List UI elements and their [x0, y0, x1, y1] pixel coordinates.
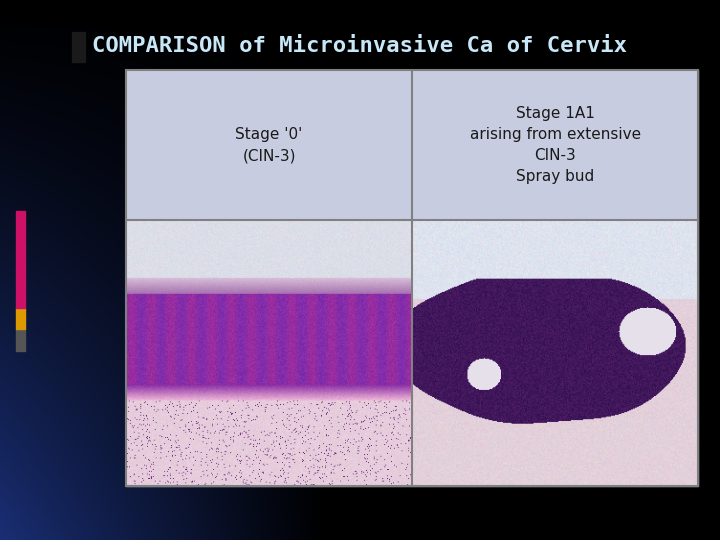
Bar	[126, 220, 698, 486]
Bar	[126, 70, 698, 220]
Text: COMPARISON of Microinvasive Ca of Cervix: COMPARISON of Microinvasive Ca of Cervix	[92, 36, 628, 56]
Bar	[16, 211, 25, 308]
Bar	[126, 70, 698, 486]
Bar	[16, 329, 25, 351]
Bar	[72, 32, 85, 62]
Bar	[16, 308, 25, 329]
Text: Stage 1A1
arising from extensive
CIN-3
Spray bud: Stage 1A1 arising from extensive CIN-3 S…	[469, 106, 641, 184]
Text: Stage '0'
(CIN-3): Stage '0' (CIN-3)	[235, 127, 303, 163]
